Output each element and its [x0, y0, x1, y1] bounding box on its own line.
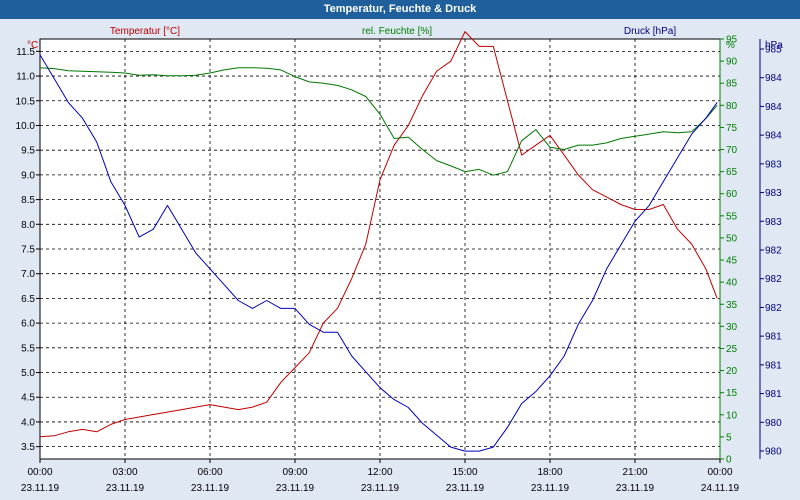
humidity-tick-label: 50 [726, 233, 738, 244]
temperature-tick-label: 4.5 [21, 393, 35, 404]
pressure-tick-label: 983 [765, 188, 782, 199]
temperature-tick-label: 8.5 [21, 195, 35, 206]
humidity-tick-label: 35 [726, 300, 738, 311]
humidity-unit-label: % [726, 40, 735, 51]
time-tick-label: 09:00 [282, 467, 307, 478]
time-axis: 00:00 23.11.19 03:00 23.11.19 06:00 23.11.19 0… [21, 459, 740, 494]
time-tick-label: 00:00 [27, 467, 52, 478]
time-tick-label: 18:00 [537, 467, 562, 478]
humidity-tick-label: 60 [726, 189, 738, 200]
temperature-tick-label: 7.0 [21, 269, 35, 280]
humidity-tick-label: 85 [726, 79, 738, 90]
humidity-tick-label: 45 [726, 256, 738, 267]
humidity-tick-label: 95 [726, 35, 738, 46]
humidity-axis-title: rel. Feuchte [%] [362, 26, 432, 37]
humidity-tick-label: 15 [726, 388, 738, 399]
time-tick-label: 06:00 [197, 467, 222, 478]
humidity-axis: 0 5 10 15 20 25 30 35 40 45 50 55 60 65 70 75 80 85 90 95 [719, 35, 738, 466]
humidity-tick-label: 10 [726, 410, 738, 421]
temperature-unit-label: °C [27, 40, 38, 51]
humidity-tick-label: 75 [726, 123, 738, 134]
date-tick-label: 23.11.19 [106, 483, 145, 494]
humidity-tick-label: 40 [726, 278, 738, 289]
temperature-tick-label: 8.0 [21, 220, 35, 231]
date-tick-label: 23.11.19 [531, 483, 570, 494]
chart: Temperatur [°C] rel. Feuchte [%] Druck [… [16, 26, 784, 494]
pressure-tick-label: 980 [765, 418, 782, 429]
pressure-axis-title: Druck [hPa] [624, 26, 676, 37]
time-tick-label: 15:00 [452, 467, 477, 478]
series-group [39, 31, 718, 452]
pressure-tick-label: 981 [765, 332, 782, 343]
series-line-pressure [39, 54, 718, 452]
pressure-tick-label: 980 [765, 447, 782, 458]
pressure-tick-label: 983 [765, 217, 782, 228]
humidity-tick-label: 70 [726, 145, 738, 156]
time-tick-label: 03:00 [112, 467, 137, 478]
temperature-tick-label: 10.0 [16, 121, 36, 132]
temperature-tick-label: 7.5 [21, 245, 35, 256]
date-tick-label: 23.11.19 [361, 483, 400, 494]
temperature-tick-label: 9.0 [21, 170, 35, 181]
date-tick-label: 23.11.19 [276, 483, 315, 494]
series-line-humidity [39, 67, 718, 176]
humidity-tick-label: 90 [726, 57, 738, 68]
time-tick-label: 21:00 [622, 467, 647, 478]
time-tick-label: 12:00 [367, 467, 392, 478]
temperature-axis: 3.5 4.0 4.5 5.0 5.5 6.0 6.5 7.0 7.5 8.0 8.5 9.0 9.5 1… [16, 47, 40, 453]
humidity-tick-label: 30 [726, 322, 738, 333]
temperature-tick-label: 11.0 [16, 72, 35, 83]
humidity-tick-label: 65 [726, 167, 738, 178]
time-tick-label: 00:00 [707, 467, 732, 478]
series-line-temperature [39, 31, 718, 438]
pressure-tick-label: 983 [765, 159, 782, 170]
pressure-tick-label: 984 [765, 131, 782, 142]
pressure-tick-label: 982 [765, 246, 782, 257]
temperature-tick-label: 5.0 [21, 368, 35, 379]
pressure-tick-label: 984 [765, 102, 782, 113]
humidity-tick-label: 55 [726, 211, 738, 222]
temperature-tick-label: 6.5 [21, 294, 35, 305]
date-tick-label: 23.11.19 [616, 483, 655, 494]
window-title: Temperatur, Feuchte & Druck [0, 0, 800, 19]
humidity-tick-label: 0 [726, 455, 732, 466]
date-tick-label: 23.11.19 [191, 483, 230, 494]
humidity-tick-label: 80 [726, 101, 738, 112]
humidity-tick-label: 20 [726, 366, 738, 377]
pressure-tick-label: 982 [765, 303, 782, 314]
date-tick-label: 23.11.19 [446, 483, 485, 494]
pressure-tick-label: 984 [765, 73, 782, 84]
pressure-tick-label: 985 [765, 45, 782, 56]
temperature-axis-title: Temperatur [°C] [110, 26, 180, 37]
humidity-tick-label: 5 [726, 432, 732, 443]
pressure-tick-label: 981 [765, 389, 782, 400]
pressure-tick-label: 982 [765, 274, 782, 285]
pressure-axis: 980 980 981 981 981 982 982 982 983 983 983 984 984 9… [759, 39, 782, 459]
temperature-tick-label: 4.0 [21, 417, 35, 428]
humidity-tick-label: 25 [726, 344, 738, 355]
pressure-tick-label: 981 [765, 360, 782, 371]
pressure-unit-label: hPa [765, 40, 783, 51]
temperature-tick-label: 9.5 [21, 146, 35, 157]
temperature-tick-label: 11.5 [16, 47, 35, 58]
temperature-tick-label: 3.5 [21, 442, 35, 453]
temperature-tick-label: 5.5 [21, 343, 35, 354]
grid [40, 39, 720, 459]
date-tick-label: 23.11.19 [21, 483, 60, 494]
date-tick-label: 24.11.19 [701, 483, 740, 494]
temperature-tick-label: 6.0 [21, 319, 35, 330]
temperature-tick-label: 10.5 [16, 96, 36, 107]
